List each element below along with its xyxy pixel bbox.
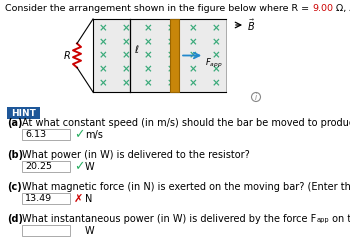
Text: ✓: ✓ <box>74 128 84 141</box>
Text: ×: × <box>167 37 175 47</box>
Text: ×: × <box>121 64 130 74</box>
Text: ×: × <box>99 23 107 33</box>
Text: ×: × <box>212 78 220 88</box>
Text: ×: × <box>212 50 220 61</box>
Text: What magnetic force (in N) is exerted on the moving bar? (Enter the magnitude.): What magnetic force (in N) is exerted on… <box>22 182 350 192</box>
Text: ×: × <box>144 64 153 74</box>
Text: W: W <box>85 162 94 171</box>
Text: Ω, ℓ =: Ω, ℓ = <box>333 4 350 13</box>
Text: ×: × <box>121 23 130 33</box>
Text: ×: × <box>99 37 107 47</box>
Bar <box>93 19 226 92</box>
Text: 13.49: 13.49 <box>25 194 52 203</box>
Text: m/s: m/s <box>85 129 103 140</box>
Text: ×: × <box>167 50 175 61</box>
Text: ✓: ✓ <box>74 160 84 173</box>
Text: N: N <box>85 193 92 204</box>
Bar <box>22 161 70 172</box>
Text: W: W <box>85 226 94 235</box>
Text: ×: × <box>167 23 175 33</box>
Text: ℓ: ℓ <box>134 44 138 55</box>
Text: ×: × <box>144 37 153 47</box>
Text: ×: × <box>189 78 198 88</box>
Text: (c): (c) <box>7 182 22 192</box>
Text: i: i <box>255 92 257 102</box>
Text: ×: × <box>167 78 175 88</box>
Text: $\vec{B}$: $\vec{B}$ <box>247 17 255 33</box>
Text: ×: × <box>99 78 107 88</box>
Bar <box>7 107 40 119</box>
Text: ×: × <box>99 64 107 74</box>
Text: ×: × <box>121 78 130 88</box>
Text: ×: × <box>121 50 130 61</box>
Text: Consider the arrangement shown in the figure below where R =: Consider the arrangement shown in the fi… <box>5 4 312 13</box>
Bar <box>170 19 179 92</box>
Text: (b): (b) <box>7 150 23 160</box>
Text: ×: × <box>144 78 153 88</box>
Text: (d): (d) <box>7 214 23 224</box>
Text: ×: × <box>212 64 220 74</box>
Text: ×: × <box>212 23 220 33</box>
Text: ×: × <box>167 64 175 74</box>
Text: ×: × <box>189 50 198 61</box>
Text: 6.13: 6.13 <box>25 130 46 139</box>
Text: app: app <box>316 217 329 223</box>
Text: What power (in W) is delivered to the resistor?: What power (in W) is delivered to the re… <box>22 150 250 160</box>
Bar <box>22 129 70 140</box>
Text: ×: × <box>189 23 198 33</box>
Text: R: R <box>64 50 70 61</box>
Text: 9.00: 9.00 <box>312 4 333 13</box>
Text: (a): (a) <box>7 118 22 128</box>
Text: HINT: HINT <box>11 108 36 118</box>
Text: 20.25: 20.25 <box>25 162 52 171</box>
Bar <box>22 193 70 204</box>
Bar <box>22 225 70 236</box>
Text: ×: × <box>189 37 198 47</box>
Text: ×: × <box>212 37 220 47</box>
Text: At what constant speed (in m/s) should the bar be moved to produce a current of: At what constant speed (in m/s) should t… <box>22 118 350 128</box>
Text: What instantaneous power (in W) is delivered by the force F: What instantaneous power (in W) is deliv… <box>22 214 316 224</box>
Text: ×: × <box>144 50 153 61</box>
Text: ×: × <box>99 50 107 61</box>
Text: $F_{app}$: $F_{app}$ <box>205 57 223 70</box>
Text: on the moving bar?: on the moving bar? <box>329 214 350 224</box>
Text: ×: × <box>189 64 198 74</box>
Text: ×: × <box>144 23 153 33</box>
Text: ×: × <box>121 37 130 47</box>
Text: ✗: ✗ <box>74 193 83 204</box>
